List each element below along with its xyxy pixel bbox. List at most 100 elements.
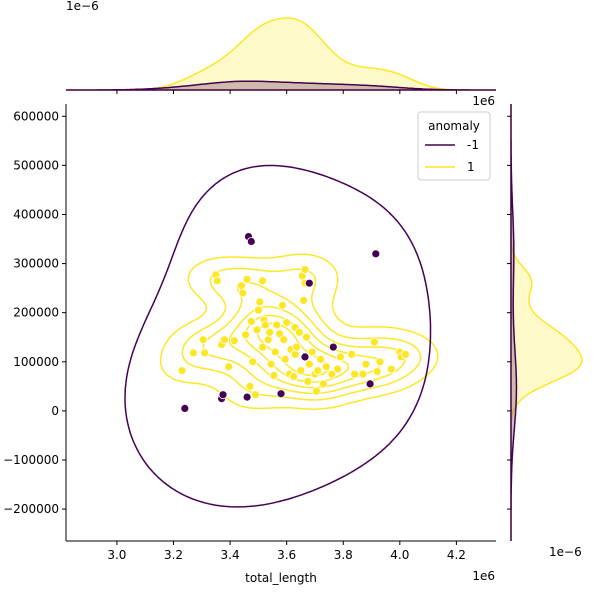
contour-anomaly-1-level-0 [159,253,439,410]
point-anomaly-1-48 [302,332,311,342]
right-kde-anomaly-neg1 [510,104,518,541]
axis-labels: total_length 1e6 1e6 [245,94,495,585]
legend-title: anomaly [428,119,480,133]
point-anomaly-1-7 [219,335,229,345]
point-anomaly-1-0 [177,366,187,376]
y-tick-label-5: 300000 [13,257,59,271]
point-anomaly-1-32 [277,300,287,310]
point-anomaly-1-31 [275,329,285,339]
point-anomaly-1-45 [299,295,309,305]
point-anomaly-1-62 [350,369,360,379]
point-anomaly-neg1-8 [304,278,314,288]
point-anomaly-1-5 [212,276,222,286]
y-tick-label-1: −100000 [3,453,59,467]
point-anomaly-1-64 [361,359,371,369]
point-anomaly-1-43 [296,366,306,376]
point-anomaly-1-55 [316,354,326,364]
point-anomaly-1-56 [318,379,328,389]
y-offset-label: 1e6 [472,94,495,108]
point-anomaly-neg1-6 [276,389,286,399]
x-tick-label-2: 3.4 [221,548,240,562]
point-anomaly-1-16 [248,357,258,367]
point-anomaly-1-8 [224,362,234,372]
point-anomaly-1-20 [255,297,265,307]
legend-frame [417,111,491,181]
y-tick-label-6: 400000 [13,207,59,221]
right-marginal-offset-label: 1e−6 [549,545,582,559]
contour-anomaly-neg1-level-0 [124,164,432,508]
point-anomaly-neg1-3 [242,392,252,402]
kde-contours [124,164,439,508]
point-anomaly-1-53 [311,386,321,396]
y-tick-label-4: 200000 [13,306,59,320]
y-tick-label-0: −200000 [3,502,59,516]
x-offset-label: 1e6 [472,569,495,583]
point-anomaly-1-12 [242,274,252,284]
x-tick-label-5: 4.0 [390,548,409,562]
point-anomaly-1-40 [290,349,300,359]
point-anomaly-1-71 [401,349,410,359]
point-anomaly-1-61 [347,349,357,359]
scatter-points [177,232,410,413]
x-tick-label-0: 3.0 [107,548,126,562]
point-anomaly-1-67 [375,357,385,367]
x-axis-label: total_length [245,571,317,585]
point-anomaly-1-9 [229,336,239,346]
right-kde-anomaly-1 [510,104,583,541]
point-anomaly-1-54 [313,366,323,376]
x-tick-label-4: 3.8 [334,548,353,562]
point-anomaly-1-25 [263,335,273,345]
point-anomaly-1-49 [303,376,313,386]
point-anomaly-1-58 [327,369,337,379]
point-anomaly-1-13 [241,330,251,340]
point-anomaly-1-22 [258,342,268,352]
point-anomaly-neg1-2 [218,390,228,400]
point-anomaly-1-41 [292,342,302,352]
point-anomaly-1-59 [333,364,343,374]
point-anomaly-1-33 [279,335,289,345]
point-anomaly-1-18 [252,325,262,335]
contour-anomaly-1-level-1 [181,267,422,401]
point-anomaly-neg1-7 [300,352,310,362]
point-anomaly-1-65 [369,337,379,347]
point-anomaly-1-34 [280,354,290,364]
point-anomaly-neg1-0 [180,403,190,413]
x-tick-label-1: 3.2 [164,548,183,562]
point-anomaly-1-26 [265,327,275,337]
top-marginal-kde: 1e−6 [66,0,496,94]
point-anomaly-1-63 [358,369,368,379]
point-anomaly-1-60 [335,352,345,362]
point-anomaly-1-11 [238,288,248,298]
point-anomaly-1-38 [289,372,299,381]
y-tick-label-2: 0 [51,404,59,418]
y-tick-label-3: 100000 [13,355,59,369]
point-anomaly-1-14 [245,381,255,391]
point-anomaly-1-68 [386,364,396,374]
point-anomaly-1-29 [270,347,280,357]
point-anomaly-1-19 [253,305,263,315]
main-axes: 3.0 3.2 3.4 3.6 3.8 4.0 4.2 −200000 −100000 0 1000… [3,104,496,562]
point-anomaly-1-15 [246,317,256,326]
legend: anomaly -1 1 [417,111,491,181]
x-tick-label-3: 3.6 [277,548,296,562]
point-anomaly-1-66 [372,367,382,377]
point-anomaly-1-50 [304,359,314,369]
point-anomaly-1-46 [300,265,310,274]
point-anomaly-1-10 [236,281,246,291]
point-anomaly-1-27 [266,359,276,369]
point-anomaly-1-17 [251,390,260,400]
y-tick-label-7: 500000 [13,158,59,172]
point-anomaly-neg1-10 [365,379,375,389]
point-anomaly-1-3 [200,348,210,358]
point-anomaly-1-35 [282,318,292,327]
point-anomaly-1-51 [307,347,317,357]
right-marginal-kde: 1e−6 [507,104,583,559]
point-anomaly-1-24 [260,320,270,330]
point-anomaly-1-42 [294,327,304,337]
point-anomaly-1-57 [321,362,331,372]
point-anomaly-1-2 [198,335,208,345]
point-anomaly-neg1-11 [371,249,381,259]
legend-label-0: -1 [467,138,479,152]
